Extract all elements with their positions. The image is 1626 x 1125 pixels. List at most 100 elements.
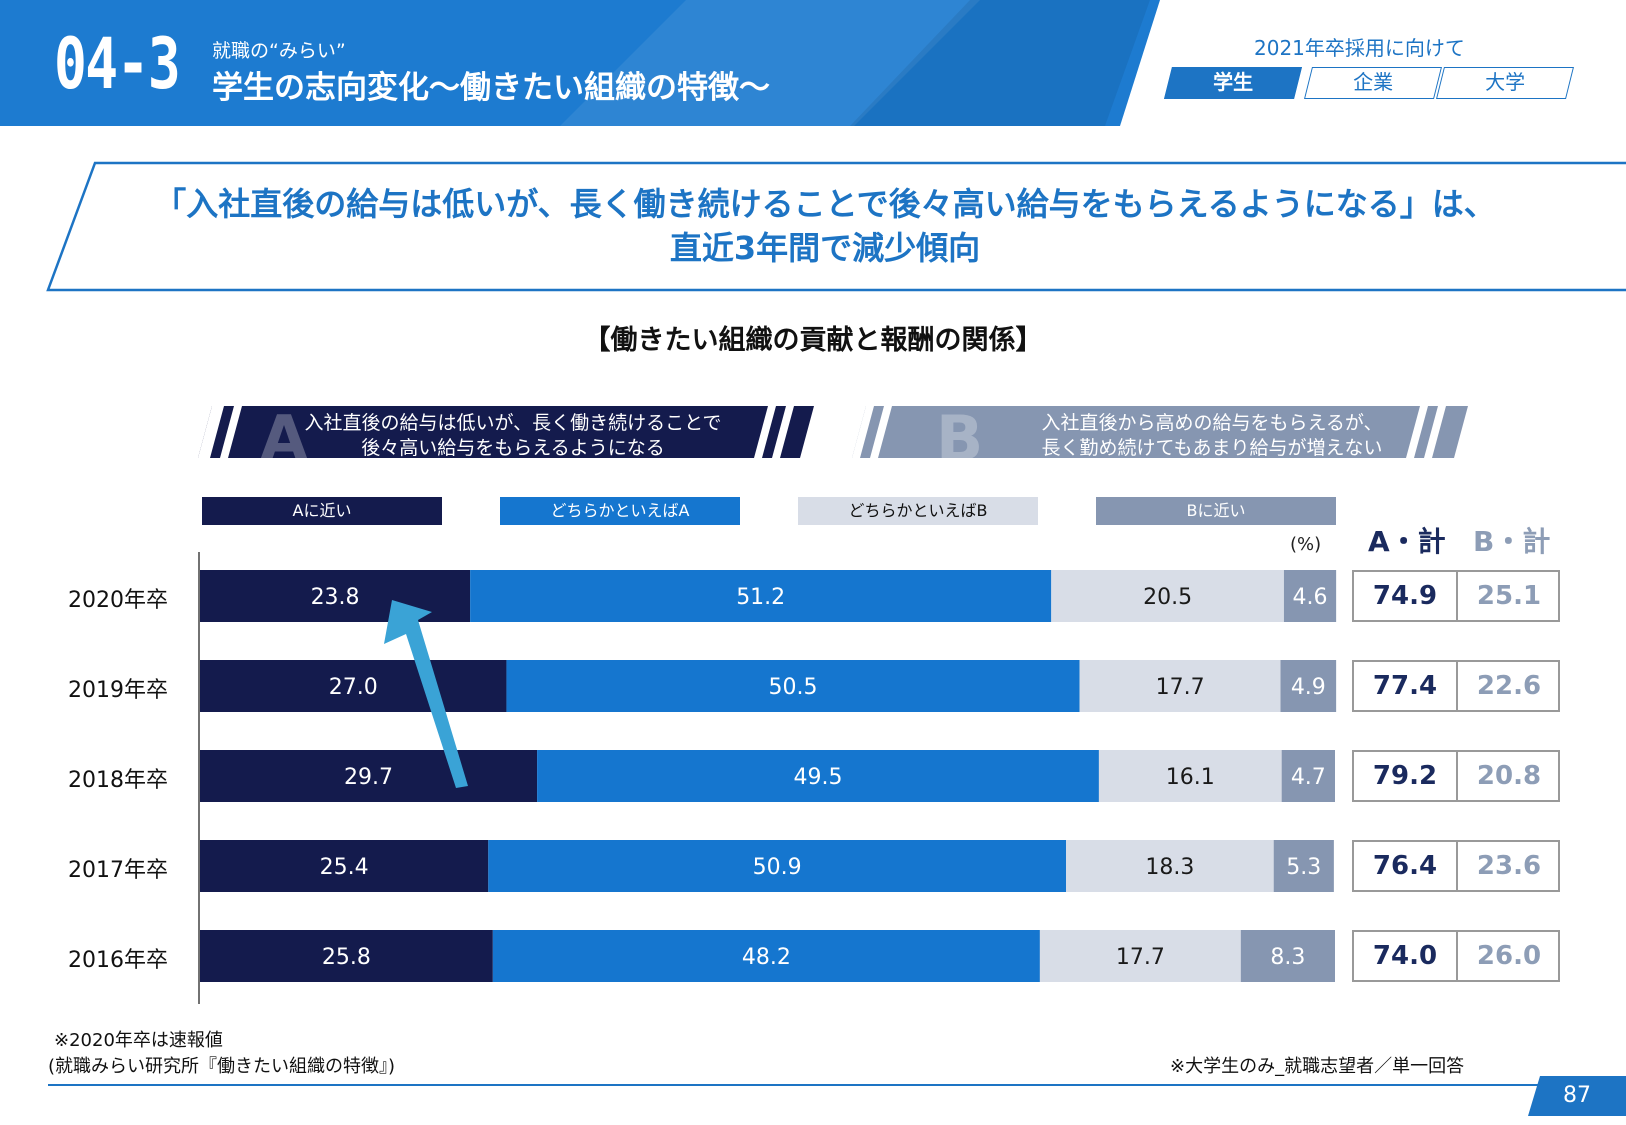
bar-segment: [470, 570, 1052, 622]
bar-value-label: 17.7: [1156, 675, 1205, 700]
legend-lean-b: どちらかといえばB: [798, 497, 1038, 525]
bar-value-label: 5.3: [1286, 855, 1321, 880]
bar-segment: [1240, 930, 1335, 982]
tab-label: 学生: [1213, 70, 1254, 94]
totals-box: 74.0 26.0: [1352, 930, 1560, 982]
note-scope: ※大学生のみ_就職志望者／単一回答: [1170, 1056, 1465, 1077]
legend-lean-a: どちらかといえばA: [500, 497, 740, 525]
unit-label: (%): [1290, 534, 1322, 555]
note-preliminary: ※2020年卒は速報値: [54, 1030, 223, 1051]
totals-box: 79.2 20.8: [1352, 750, 1560, 802]
total-b-value: 23.6: [1476, 851, 1542, 881]
option-a-text: 入社直後の給与は低いが、長く働き続けることで 後々高い給与をもらえるようになる: [298, 411, 728, 461]
bar-value-label: 4.6: [1293, 585, 1328, 610]
stacked-bar-chart: 23.8 51.2 20.5 4.6 27.0 50.5 17.7 4.9 29.7 49.5 16…: [198, 552, 1337, 1004]
totals-box: 74.9 25.1: [1352, 570, 1560, 622]
bar-value-label: 20.5: [1143, 585, 1192, 610]
total-a-value: 76.4: [1372, 851, 1438, 881]
bar-segment: [200, 930, 493, 982]
bar-value-label: 18.3: [1145, 855, 1194, 880]
bar-segment: [537, 750, 1099, 802]
total-a-value: 77.4: [1372, 671, 1438, 701]
total-b-value: 20.8: [1476, 761, 1542, 791]
total-a-value: 74.9: [1372, 581, 1438, 611]
year-label: 2016年卒: [68, 948, 168, 973]
bar-segment: [1281, 750, 1335, 802]
option-a-line: 入社直後の給与は低いが、長く働き続けることで: [304, 412, 722, 434]
bar-value-label: 50.9: [753, 855, 802, 880]
footer-rule: [48, 1084, 1626, 1086]
headline: 「入社直後の給与は低いが、長く働き続けることで後々高い給与をもらえるようになる」…: [80, 182, 1570, 270]
totals-divider: [1456, 932, 1458, 980]
bar-value-label: 27.0: [329, 675, 378, 700]
option-a-letter: A: [260, 402, 308, 475]
bar-value-label: 23.8: [311, 585, 360, 610]
option-b-banner: B 入社直後から高めの給与をもらえるが、 長く勤め続けてもあまり給与が増えない: [852, 402, 1468, 475]
year-label: 2018年卒: [68, 768, 168, 793]
bar-value-label: 25.8: [322, 945, 371, 970]
total-b-header: B・計: [1473, 525, 1551, 558]
bar-value-label: 8.3: [1270, 945, 1305, 970]
page-number: 87: [1528, 1076, 1626, 1116]
totals-divider: [1456, 752, 1458, 800]
totals-divider: [1456, 662, 1458, 710]
year-label: 2019年卒: [68, 678, 168, 703]
total-a-value: 79.2: [1372, 761, 1438, 791]
totals-box: 77.4 22.6: [1352, 660, 1560, 712]
total-b-value: 22.6: [1476, 671, 1542, 701]
chart-title: 【働きたい組織の貢献と報酬の関係】: [583, 325, 1043, 356]
tab-companies[interactable]: 企業: [1304, 67, 1442, 99]
total-a-value: 74.0: [1372, 941, 1438, 971]
bar-segment: [506, 660, 1080, 712]
bar-segment: [1280, 660, 1337, 712]
tab-students[interactable]: 学生: [1164, 67, 1302, 99]
bar-segment: [488, 840, 1067, 892]
bar-segment: [200, 660, 507, 712]
bar-segment: [200, 750, 538, 802]
bar-segment: [1283, 570, 1337, 622]
bar-segment: [1066, 840, 1274, 892]
bar-value-label: 16.1: [1166, 765, 1215, 790]
tab-universities[interactable]: 大学: [1436, 67, 1574, 99]
bar-segment: [492, 930, 1040, 982]
bar-value-label: 4.7: [1291, 765, 1326, 790]
option-a-line: 後々高い給与をもらえるようになる: [361, 437, 665, 459]
legend-a-close: Aに近い: [202, 497, 442, 525]
bar-segment: [1273, 840, 1334, 892]
context-label: 2021年卒採用に向けて: [1254, 36, 1465, 60]
tab-label: 企業: [1353, 70, 1394, 94]
tab-label: 大学: [1485, 70, 1526, 94]
bar-segment: [200, 840, 489, 892]
header-banner: [0, 0, 1160, 126]
bar-value-label: 17.7: [1116, 945, 1165, 970]
note-source: (就職みらい研究所『働きたい組織の特徴』): [48, 1056, 396, 1077]
totals-box: 76.4 23.6: [1352, 840, 1560, 892]
bar-value-label: 50.5: [769, 675, 818, 700]
option-a-banner: A 入社直後の給与は低いが、長く働き続けることで 後々高い給与をもらえるようにな…: [198, 402, 814, 475]
page-title: 学生の志向変化～働きたい組織の特徴～: [212, 70, 770, 106]
total-b-value: 26.0: [1476, 941, 1542, 971]
section-number: 04-3: [54, 23, 181, 105]
headline-line: 直近3年間で減少傾向: [669, 229, 981, 267]
bar-segment: [1098, 750, 1282, 802]
bar-value-label: 49.5: [794, 765, 843, 790]
total-a-header: A・計: [1368, 525, 1446, 558]
bar-segment: [1051, 570, 1284, 622]
total-b-value: 25.1: [1476, 581, 1542, 611]
bar-value-label: 29.7: [344, 765, 393, 790]
legend-b-close: Bに近い: [1096, 497, 1336, 525]
option-b-line: 長く勤め続けてもあまり給与が増えない: [1041, 437, 1383, 459]
headline-line: 「入社直後の給与は低いが、長く働き続けることで後々高い給与をもらえるようになる」…: [154, 185, 1496, 223]
bar-segment: [1039, 930, 1241, 982]
option-b-line: 入社直後から高めの給与をもらえるが、: [1041, 412, 1383, 434]
header-subtitle: 就職の“みらい”: [212, 40, 346, 62]
bar-value-label: 48.2: [742, 945, 791, 970]
bar-value-label: 25.4: [320, 855, 369, 880]
option-b-letter: B: [936, 402, 984, 475]
trend-arrow: [384, 600, 468, 788]
option-b-text: 入社直後から高めの給与をもらえるが、 長く勤め続けてもあまり給与が増えない: [992, 411, 1432, 461]
bar-value-label: 51.2: [736, 585, 785, 610]
bar-value-label: 4.9: [1291, 675, 1326, 700]
year-label: 2017年卒: [68, 858, 168, 883]
bar-segment: [1079, 660, 1281, 712]
